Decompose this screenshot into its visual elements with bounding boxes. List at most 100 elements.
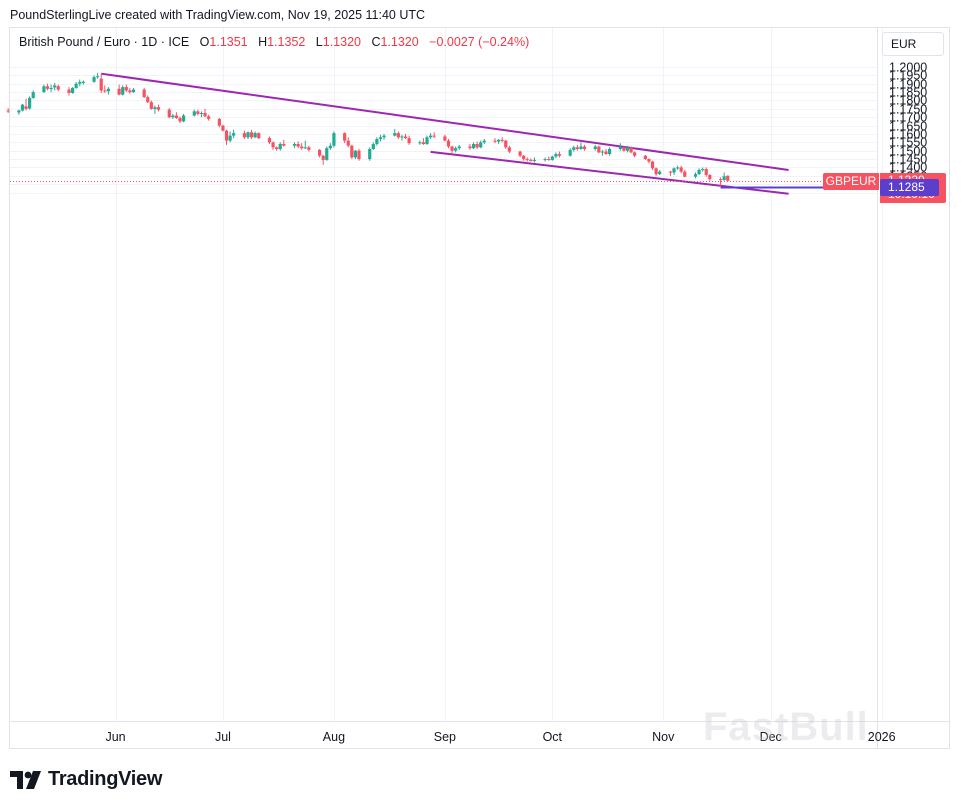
candle-body bbox=[575, 147, 579, 150]
x-tick-label: Aug bbox=[323, 730, 345, 744]
candle bbox=[676, 165, 680, 170]
candle-body bbox=[629, 147, 633, 153]
candle-body bbox=[106, 88, 110, 92]
candle bbox=[518, 150, 522, 158]
y-tick-label: 1.1950 bbox=[889, 69, 927, 83]
candle-body bbox=[428, 135, 433, 138]
legend-high-value: 1.1352 bbox=[267, 35, 306, 49]
candle bbox=[217, 118, 221, 128]
candle-body bbox=[328, 145, 332, 149]
candle bbox=[568, 148, 572, 157]
candle-body bbox=[350, 145, 354, 158]
brand-name: TradingView bbox=[48, 768, 163, 790]
x-axis: Jun Jul Aug Sep Oct Nov Dec 2026 bbox=[105, 730, 895, 744]
candle bbox=[543, 157, 547, 162]
candle bbox=[42, 84, 46, 93]
candle-body bbox=[300, 146, 304, 149]
candle-body bbox=[593, 146, 597, 150]
candle bbox=[128, 87, 132, 94]
symbol-legend: British Pound / Euro · 1D · ICE O1.1351 … bbox=[19, 35, 529, 49]
candle bbox=[45, 83, 50, 91]
candle bbox=[604, 149, 608, 155]
candle bbox=[457, 144, 461, 150]
candle bbox=[20, 103, 25, 112]
x-tick-label: Nov bbox=[652, 730, 675, 744]
candle-body bbox=[153, 107, 157, 109]
legend-open-label: O bbox=[199, 35, 210, 49]
candle-body bbox=[357, 150, 361, 160]
candle-body bbox=[207, 116, 211, 119]
candle bbox=[353, 149, 357, 160]
candle-body bbox=[217, 118, 221, 126]
candle-body bbox=[557, 154, 562, 156]
candle-body bbox=[532, 159, 536, 161]
candle bbox=[708, 174, 712, 181]
candle bbox=[131, 87, 136, 93]
candle bbox=[67, 87, 71, 96]
candle-body bbox=[121, 87, 125, 95]
candle bbox=[292, 142, 297, 149]
candle bbox=[579, 142, 583, 150]
candle bbox=[507, 145, 511, 154]
legend-open-value: 1.1351 bbox=[209, 35, 248, 49]
candle bbox=[432, 132, 436, 139]
level-price-tag: 1.1285 bbox=[880, 178, 939, 196]
candle-body bbox=[296, 144, 300, 147]
watermark: FastBull bbox=[703, 705, 869, 749]
currency-button[interactable]: EUR bbox=[882, 32, 944, 56]
y-axis: 1.20001.19501.19001.18501.18001.17501.17… bbox=[889, 61, 927, 201]
tradingview-logo-icon bbox=[10, 770, 41, 789]
candle bbox=[629, 146, 633, 154]
chart-frame bbox=[9, 27, 950, 749]
candle-body bbox=[607, 149, 612, 155]
candle-body bbox=[31, 92, 35, 98]
candle-body bbox=[708, 174, 712, 180]
tradingview-logo[interactable]: TradingView bbox=[10, 768, 162, 791]
x-tick-label: 2026 bbox=[868, 730, 896, 744]
candle-body bbox=[654, 168, 658, 175]
candle bbox=[425, 135, 429, 145]
candle bbox=[658, 169, 662, 175]
candle bbox=[221, 124, 225, 132]
candle bbox=[718, 177, 723, 187]
candle-body bbox=[45, 86, 50, 89]
candle bbox=[203, 108, 207, 118]
candle-body bbox=[704, 169, 708, 175]
candle bbox=[178, 116, 182, 124]
candle bbox=[146, 95, 150, 103]
y-tick-label: 1.1750 bbox=[889, 103, 927, 117]
candle bbox=[497, 138, 501, 145]
candle bbox=[99, 74, 103, 93]
candle bbox=[207, 114, 211, 121]
candle-body bbox=[17, 110, 21, 113]
candle bbox=[271, 141, 275, 150]
candle-body bbox=[242, 133, 247, 138]
candle-body bbox=[303, 147, 307, 149]
candle-body bbox=[432, 135, 436, 137]
candle-body bbox=[597, 146, 601, 153]
legend-low-label: L bbox=[315, 35, 323, 49]
candle bbox=[350, 144, 354, 160]
legend-high-label: H bbox=[258, 35, 268, 49]
candle-body bbox=[149, 102, 153, 109]
candle bbox=[575, 144, 579, 151]
candle-body bbox=[722, 176, 726, 180]
candle bbox=[300, 143, 304, 150]
candle bbox=[325, 146, 329, 161]
candle-body bbox=[124, 87, 128, 91]
candle bbox=[693, 172, 698, 179]
candle bbox=[446, 138, 451, 149]
candle bbox=[153, 105, 157, 114]
candle bbox=[529, 158, 533, 162]
candle-body bbox=[96, 76, 100, 78]
candle bbox=[106, 87, 110, 95]
x-tick-label: Jul bbox=[215, 730, 231, 744]
candle-body bbox=[203, 113, 207, 117]
candle-body bbox=[67, 89, 71, 93]
candle bbox=[332, 131, 336, 148]
candle-body bbox=[475, 144, 479, 148]
candle bbox=[493, 138, 497, 144]
candle bbox=[78, 79, 82, 87]
candle-body bbox=[550, 156, 554, 160]
